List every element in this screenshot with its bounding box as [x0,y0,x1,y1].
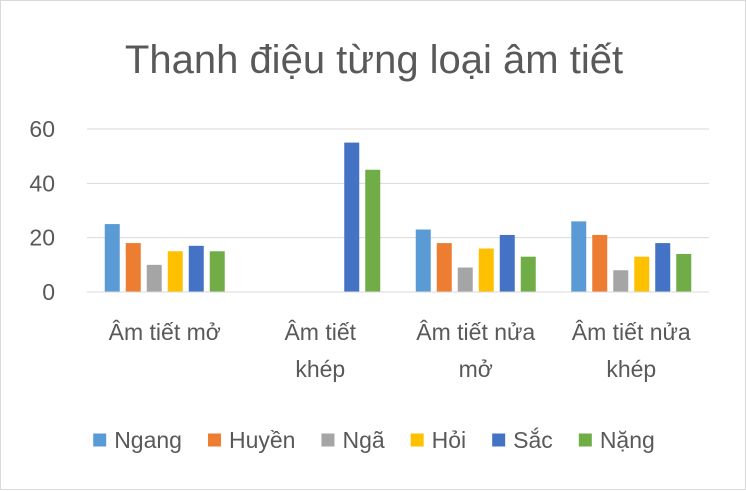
bar-sắc [499,234,515,292]
legend-swatch [410,433,424,447]
legend-label: Huyền [229,427,295,453]
bar-sắc [655,243,671,292]
legend-item-ngang: Ngang [93,427,182,453]
bar-hỏi [478,248,494,292]
category-label: khép [606,356,656,382]
category-label: Âm tiết mở [109,319,221,345]
legend-swatch [93,433,107,447]
legend-swatch [578,433,592,447]
legend-item-huyền: Huyền [207,427,295,453]
bar-ngang [415,229,431,292]
bar-ngang [571,221,587,292]
legend-label: Nặng [600,427,655,453]
y-tick-label: 40 [29,170,55,196]
legend-swatch [207,433,221,447]
legend-swatch [321,433,335,447]
bar-sắc [188,245,204,292]
y-tick-label: 0 [42,279,55,305]
category-label: Âm tiết [284,319,356,345]
category-label: Âm tiết nửa [572,319,691,345]
bar-nặng [365,169,381,292]
legend: Ngang Huyền Ngã Hỏi Sắc Nặng [93,427,655,453]
bar-huyền [125,243,141,292]
legend-item-nặng: Nặng [578,427,655,453]
y-tick-label: 20 [29,225,55,251]
bar-huyền [592,234,608,292]
legend-label: Ngã [342,427,384,453]
category-label: khép [295,356,345,382]
bar-hỏi [167,251,183,292]
category-labels: Âm tiết mở Âm tiết khép Âm tiết nửa mở Âm tiế… [109,319,691,382]
bar-sắc [344,142,360,292]
bar-nặng [520,256,536,292]
legend-swatch [492,433,506,447]
bar-ngang [104,224,120,292]
category-label: mở [459,356,493,382]
bar-ngã [146,264,162,292]
legend-label: Hỏi [432,427,467,453]
legend-item-ngã: Ngã [321,427,385,453]
legend-label: Ngang [114,427,182,453]
legend-item-sắc: Sắc [492,427,553,453]
bar-nặng [209,251,225,292]
bar-huyền [436,243,452,292]
bar-ngã [613,270,629,292]
y-axis-ticks: 0 20 40 60 [29,116,55,305]
bars [104,142,692,292]
bar-nặng [676,253,692,292]
grid-lines [87,128,709,239]
bar-hỏi [634,256,650,292]
legend-label: Sắc [513,427,553,453]
category-label: Âm tiết nửa [416,319,535,345]
legend-item-hỏi: Hỏi [410,427,467,453]
bar-ngã [457,267,473,292]
chart-title: Thanh điệu từng loại âm tiết [125,38,623,82]
y-tick-label: 60 [29,116,55,142]
